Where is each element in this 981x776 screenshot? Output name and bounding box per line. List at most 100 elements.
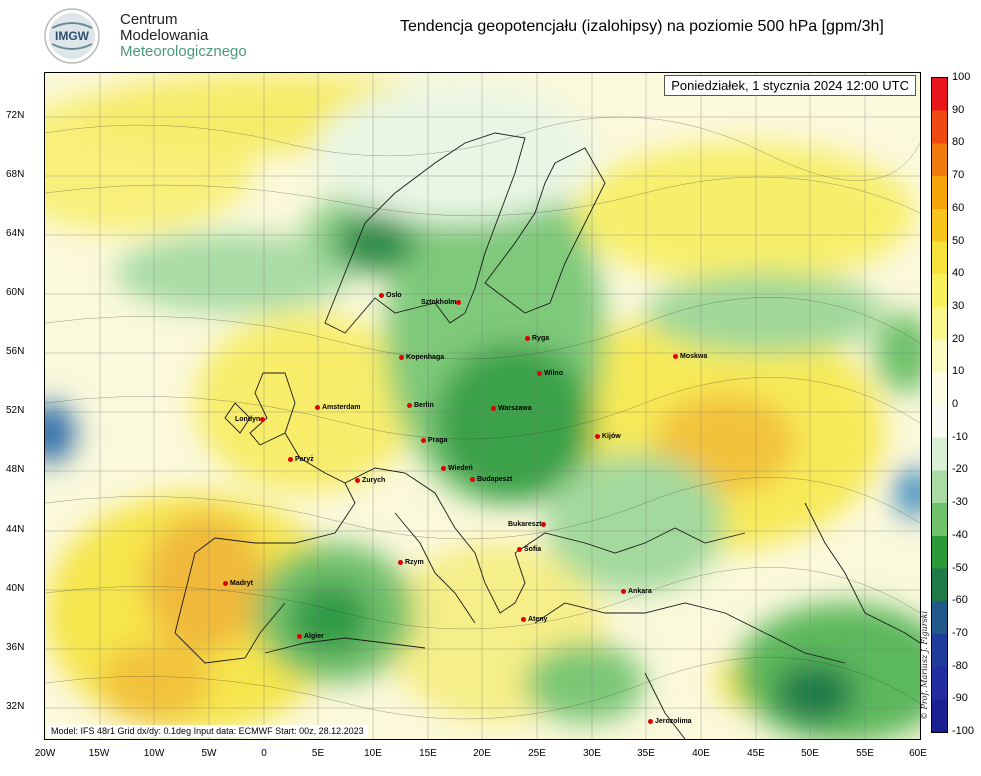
city-label: Ryga — [532, 335, 550, 342]
colorbar-tick-label: -10 — [952, 430, 968, 443]
city-label: Wiedeń — [448, 465, 473, 472]
lat-label: 40N — [6, 583, 25, 594]
city-label: Rzym — [405, 559, 424, 566]
city-label: Bukareszt — [508, 521, 542, 528]
author-credit: © Prof. Mariusz J. Figurski — [920, 610, 929, 720]
city-marker — [595, 433, 600, 439]
city-algier: Algier — [297, 633, 324, 640]
city-label: Algier — [304, 633, 324, 640]
city-label: Ateny — [528, 616, 548, 623]
city-marker — [517, 546, 522, 552]
lon-label: 30E — [583, 748, 601, 759]
city-sztokholm: Sztokholm — [421, 299, 463, 306]
colorbar-tick-label: -30 — [952, 496, 968, 509]
city-label: Zurych — [362, 477, 386, 484]
lon-label: 40E — [692, 748, 710, 759]
city-marker — [648, 718, 653, 724]
lon-label: 5E — [311, 748, 325, 759]
colorbar-tick-label: 80 — [952, 136, 965, 149]
city-label: Budapeszt — [477, 476, 513, 483]
lon-label: 20W — [34, 748, 56, 759]
org-line-1: Centrum — [120, 11, 178, 28]
city-marker — [673, 353, 678, 359]
map-title: Tendencja geopotencjału (izalohipsy) na … — [400, 18, 884, 35]
city-marker — [260, 416, 266, 422]
city-marker — [288, 456, 293, 462]
colorbar-tick-label: 20 — [952, 332, 965, 345]
colorbar-tick-label: 50 — [952, 234, 965, 247]
lon-label: 35E — [637, 748, 655, 759]
city-wilno: Wilno — [537, 370, 563, 377]
city-marker — [407, 402, 412, 408]
city-marker — [537, 370, 542, 376]
organization-name: Centrum Modelowania Meteorologicznego — [120, 12, 247, 60]
city-marker — [621, 588, 626, 594]
lat-label: 32N — [6, 701, 25, 712]
lat-label: 52N — [6, 405, 25, 416]
city-label: Paryż — [295, 456, 314, 463]
city-marker — [223, 580, 228, 586]
city-kopenhaga: Kopenhaga — [399, 354, 444, 361]
city-marker — [297, 633, 302, 639]
colorbar-tick-label: -90 — [952, 692, 968, 705]
lon-label: 0 — [261, 748, 267, 759]
city-zurych: Zurych — [355, 477, 385, 484]
city-label: Kopenhaga — [406, 354, 445, 361]
city-budapeszt: Budapeszt — [470, 476, 512, 483]
city-label: Sofia — [524, 546, 542, 553]
colorbar-tick-label: 30 — [952, 299, 965, 312]
city-marker — [541, 521, 547, 527]
org-line-3: Meteorologicznego — [120, 43, 247, 60]
model-info: Model: IFS 48r1 Grid dx/dy: 0.1deg Input… — [47, 725, 368, 737]
lat-label: 72N — [6, 110, 25, 121]
city-madryt: Madryt — [223, 580, 253, 587]
colorbar-tick-label: 10 — [952, 365, 965, 378]
city-oslo: Oslo — [379, 292, 402, 299]
lon-label: 55E — [856, 748, 874, 759]
city-label: Londyn — [235, 416, 261, 423]
logo-text: IMGW — [55, 29, 90, 43]
city-marker — [315, 404, 320, 410]
city-marker — [521, 616, 526, 622]
city-jerozolima: Jerozolima — [648, 718, 692, 725]
city-label: Jerozolima — [655, 718, 692, 725]
imgw-logo: IMGW — [44, 8, 100, 64]
lon-label: 10E — [364, 748, 382, 759]
city-ateny: Ateny — [521, 616, 547, 623]
city-warszawa: Warszawa — [491, 405, 532, 412]
lon-label: 15W — [88, 748, 110, 759]
city-kijow: Kijów — [595, 433, 621, 440]
colorbar-tick-label: -60 — [952, 594, 968, 607]
city-amsterdam: Amsterdam — [315, 404, 361, 411]
city-rzym: Rzym — [398, 559, 424, 566]
city-label: Berlin — [414, 402, 434, 409]
city-label: Kijów — [602, 433, 621, 440]
city-wieden: Wiedeń — [441, 465, 473, 472]
lon-label: 20E — [473, 748, 491, 759]
org-line-2: Modelowania — [120, 27, 209, 44]
city-ankara: Ankara — [621, 588, 652, 595]
city-label: Moskwa — [680, 353, 708, 360]
lat-label: 36N — [6, 642, 25, 653]
colorbar-tick-label: -80 — [952, 659, 968, 672]
colorbar-tick-label: 60 — [952, 201, 965, 214]
city-marker — [491, 405, 496, 411]
city-marker — [421, 437, 426, 443]
city-marker — [441, 465, 446, 471]
city-marker — [470, 476, 475, 482]
lat-label: 68N — [6, 169, 25, 180]
city-moskwa: Moskwa — [673, 353, 707, 360]
city-sofia: Sofia — [517, 546, 541, 553]
city-label: Warszawa — [498, 405, 532, 412]
valid-datetime: Poniedziałek, 1 stycznia 2024 12:00 UTC — [664, 75, 916, 96]
city-londyn: Londyn — [235, 416, 267, 423]
city-marker — [398, 559, 403, 565]
city-label: Praga — [428, 437, 448, 444]
colorbar-tick-label: 40 — [952, 267, 965, 280]
city-marker — [355, 477, 360, 483]
colorbar-tick-label: -40 — [952, 528, 968, 541]
city-marker — [525, 335, 530, 341]
lon-label: 50E — [801, 748, 819, 759]
colorbar-tick-label: 0 — [952, 398, 959, 410]
colorbar-tick-label: -50 — [952, 561, 968, 574]
